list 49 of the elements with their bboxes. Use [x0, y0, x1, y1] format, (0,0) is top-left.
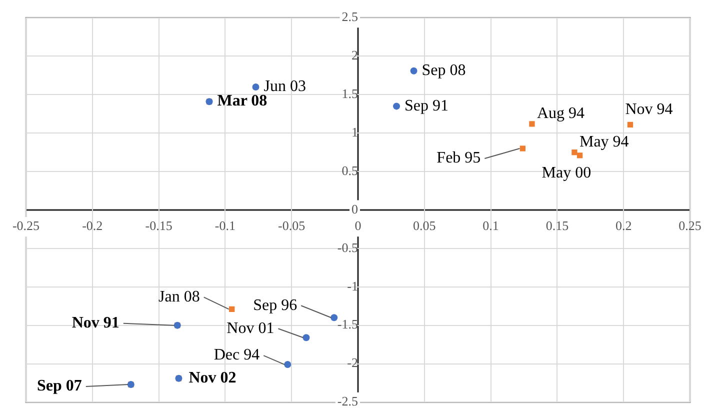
point — [252, 83, 260, 90]
x-tick-label: 0.25 — [678, 218, 702, 234]
annotation: Feb 95 — [436, 150, 481, 167]
y-tick-label: -2.5 — [337, 394, 358, 409]
x-tick-label: -0.15 — [145, 218, 172, 234]
annotation: Nov 94 — [625, 100, 673, 118]
annotation: Jun 03 — [264, 78, 306, 96]
point — [576, 152, 583, 158]
x-tick-label: -0.05 — [278, 218, 306, 234]
x-tick-label: -0.25 — [12, 218, 40, 234]
y-tick-label: 0.5 — [342, 162, 358, 178]
y-tick-label: -0.5 — [337, 240, 358, 255]
y-tick-label: -2 — [347, 355, 358, 370]
x-tick-label: 0.2 — [615, 218, 632, 234]
y-tick-label: 2.5 — [342, 9, 358, 24]
annotation: May 00 — [542, 164, 592, 182]
annotation: Sep 07 — [37, 378, 82, 395]
annotation: Nov 02 — [188, 370, 236, 387]
annotation: May 94 — [579, 134, 629, 151]
x-tick-label: 0.15 — [546, 218, 569, 234]
x-tick-label: 0.1 — [482, 218, 499, 234]
annotation: Nov 01 — [226, 320, 274, 337]
point — [393, 102, 400, 110]
annotation: Nov 91 — [72, 314, 120, 332]
point — [520, 146, 526, 152]
x-tick-label: 0.05 — [413, 218, 436, 234]
x-tick-label: -0.1 — [214, 218, 236, 234]
point — [284, 361, 292, 368]
y-tick-label: 0 — [352, 201, 358, 216]
y-tick-label: -1.5 — [337, 316, 358, 332]
annotation: Jan 08 — [158, 288, 200, 306]
point — [627, 122, 634, 128]
point — [410, 67, 418, 74]
x-tick-label: -0.2 — [82, 218, 103, 234]
point — [572, 150, 578, 156]
y-tick-label: 1.5 — [342, 86, 358, 102]
point — [229, 306, 235, 312]
annotation: Aug 94 — [536, 105, 585, 122]
point — [529, 121, 535, 127]
annotation: Dec 94 — [214, 346, 260, 364]
annotation: Sep 96 — [253, 296, 298, 314]
point — [330, 314, 338, 322]
y-tick-label: 2 — [352, 48, 358, 63]
point — [302, 334, 310, 342]
annotation: Mar 08 — [217, 92, 268, 110]
y-tick-label: -1 — [347, 278, 358, 294]
annotation: Sep 08 — [422, 62, 466, 80]
y-tick-label: 1 — [352, 124, 358, 140]
annotation: Sep 91 — [404, 97, 449, 114]
